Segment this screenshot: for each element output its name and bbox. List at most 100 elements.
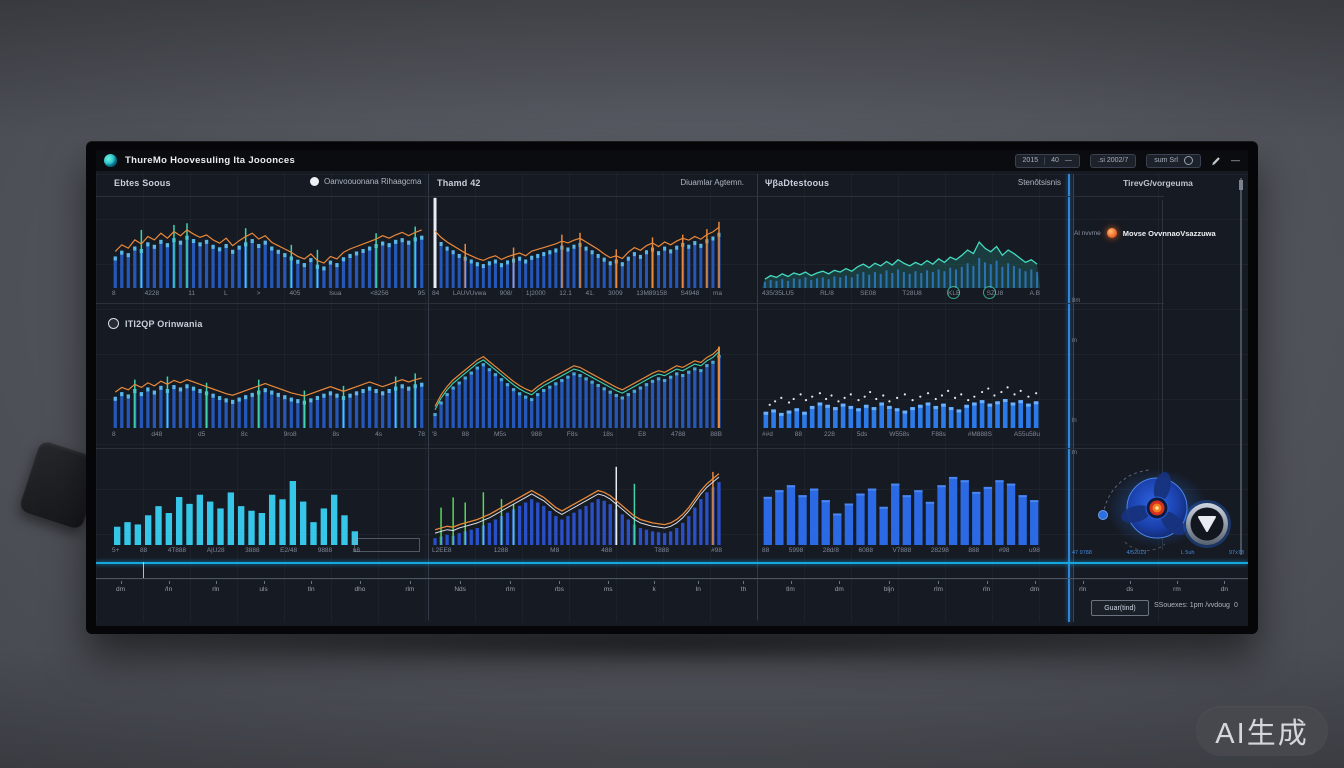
tick-label: rln (212, 581, 219, 593)
range-control[interactable]: 2015 40 — (1014, 153, 1080, 168)
tick-label: 435/35LU5 (762, 290, 794, 297)
x-axis-labels: 8 d48 d5 8c 9ro8 8s 4s 78 (112, 431, 425, 438)
app-header: ThureMo Hoovesuling Ita Jooonces 2015 40… (96, 150, 1248, 171)
search-box[interactable]: sum Srl (1146, 153, 1201, 168)
x-axis-labels: 88 5998 28d/8 6088 V7888 28298 888 #98 u98 (762, 547, 1040, 554)
alert-row[interactable]: Al nvvme Movse OvvnnaoVsazzuwa (1074, 228, 1216, 238)
panel3-title: ΨβaDtestoous (765, 178, 830, 188)
tick-label: d48 (151, 431, 163, 438)
tick-label: ln (696, 581, 701, 593)
tick-label: LAUVUvwa (452, 290, 487, 297)
header-controls: 2015 40 — .si 2002/7 sum Srl — (1014, 153, 1240, 168)
scrollbar[interactable] (1240, 178, 1242, 555)
play-button[interactable] (1183, 500, 1231, 548)
tick-label: Nds (454, 581, 466, 593)
tick-label: W558s (889, 431, 910, 438)
tick-label: RL/8 (820, 290, 834, 297)
alert-dot-icon (1106, 228, 1117, 238)
tick-label: 8 (112, 431, 116, 438)
dashboard-screen: ThureMo Hoovesuling Ita Jooonces 2015 40… (96, 150, 1248, 626)
divider-vertical-blue-thin (1073, 174, 1074, 622)
scrollbar-thumb[interactable] (1239, 180, 1243, 190)
tick-label: u98 (1029, 547, 1040, 554)
tick-label: A|U28 (206, 547, 225, 554)
status-button[interactable]: Guar(tind) (1091, 600, 1149, 616)
tick-label: L (223, 290, 228, 297)
alert-label: Al nvvme (1074, 229, 1101, 237)
x-axis-labels: L2EE8 1288 M8 488 T888 #98 (432, 547, 722, 554)
tick-label: 4788 (670, 431, 686, 438)
tick-label: /In (165, 581, 172, 593)
panel4-footer-ticks: 47 9788 4/52019 L 5uh 97x78 (1072, 550, 1244, 556)
tick-label: 405 (289, 290, 301, 297)
tick-label: 11 (188, 290, 195, 297)
row2-section-label[interactable]: ITI2QP Orinwania (108, 318, 203, 329)
tick-label: 5ds (856, 431, 868, 438)
mini-box (354, 538, 420, 552)
tick-label: d5 (198, 431, 206, 438)
panel2-title: Thamd 42 (437, 178, 481, 188)
fan-gauge (1098, 468, 1231, 551)
tick-label: M5s (493, 431, 507, 438)
tick-label: V7888 (892, 547, 912, 554)
tick-label: 8c (241, 431, 248, 438)
tick-label: E8 (638, 431, 647, 438)
app-logo-icon (104, 154, 117, 167)
tick-label: L2EE8 (432, 547, 452, 554)
timeline-ruler (96, 578, 1248, 579)
tick-label: 13M89158 (636, 290, 667, 297)
tick-label: 9888 (317, 547, 333, 554)
tick-label: T888 (654, 547, 670, 554)
tick-label: u8 (352, 547, 360, 554)
tick-label: 8s (332, 431, 340, 438)
range-year: 2015 (1022, 157, 1039, 164)
tick-label: dho (355, 581, 365, 593)
status-text: SSouexes: 1pm /vvdoug (1154, 602, 1230, 609)
legend-dot-icon (310, 177, 319, 186)
tick-label: uls (259, 581, 268, 593)
panel1-title: Ebtes Soous (114, 178, 171, 188)
row2-label-text: ITI2QP Orinwania (125, 318, 203, 329)
tick-label: tln (308, 581, 315, 593)
tick-label: 488 (601, 547, 613, 554)
panel3-subtitle: Stenôtsisnis (1017, 178, 1061, 187)
tick-label: #98 (711, 547, 722, 554)
tick-label: 88 (762, 547, 770, 554)
chart-bars-wave (432, 345, 722, 428)
chart-eq-bars (762, 462, 1040, 545)
x-axis-labels: ##d 88 228 5ds W558s F88s #M888S A55u58u (762, 431, 1040, 438)
range-dash: — (1064, 157, 1072, 164)
tick-label: 18s (602, 431, 614, 438)
timeline-tick-labels: dm/In rln uls tln dho rlm Nds rlm rbs ms k ln th tlm d… (116, 581, 1228, 593)
tick-label: 6088 (858, 547, 873, 554)
divider-vertical-blue (1068, 174, 1070, 622)
panel4-title: TirevG/vorgeuma (1123, 178, 1193, 188)
panel2-subtitle[interactable]: Diuamlar Agtemn. (680, 178, 744, 187)
tick-label: #M888S (967, 431, 992, 438)
tick-label: 988 (531, 431, 542, 438)
tick-label: rlm (506, 581, 515, 593)
tick-label: #98 (998, 547, 1010, 554)
side-tick: ln (1072, 418, 1077, 424)
panel1-legend[interactable]: Oanvoouonana Rihaagcma (310, 177, 421, 186)
ai-watermark: AI生成 (1196, 706, 1328, 756)
tick-label: 3009 (608, 290, 623, 297)
tick-label: 4T888 (167, 547, 187, 554)
tick-label: bljn (884, 581, 894, 593)
tick-label: A55u58u (1013, 431, 1040, 438)
build-control[interactable]: .si 2002/7 (1089, 153, 1137, 168)
timeline-marker[interactable] (143, 562, 144, 578)
tick-label: rlm (405, 581, 414, 593)
side-tick: m (1072, 338, 1077, 344)
tick-label: 84 (432, 290, 440, 297)
minimize-icon[interactable]: — (1231, 155, 1240, 165)
pen-icon[interactable] (1211, 156, 1221, 166)
tick-label: 4s (375, 431, 382, 438)
tick-label: 88 (461, 431, 470, 438)
tick-label: rlm (934, 581, 943, 593)
wall-shade-top (0, 0, 1344, 140)
tick-label: 4/52019 (1126, 550, 1147, 556)
tick-label: 9ro8 (283, 431, 297, 438)
tick-label: 12.1 (559, 290, 572, 297)
divider-vertical-2 (757, 174, 758, 620)
